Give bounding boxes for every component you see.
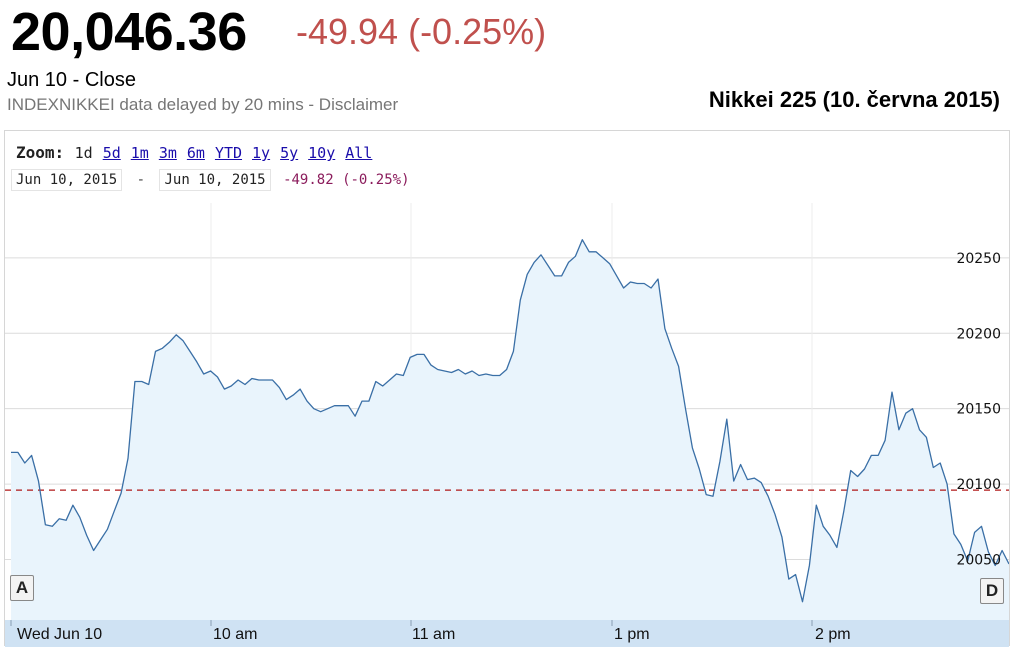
x-tick-label: 11 am	[412, 626, 455, 643]
x-tick-label: 2 pm	[815, 626, 851, 643]
close-label: Jun 10 - Close	[7, 69, 136, 91]
zoom-option-6m[interactable]: 6m	[186, 144, 205, 162]
y-tick-label: 20050	[956, 553, 1001, 569]
price-change: -49.94 (-0.25%)	[296, 11, 547, 52]
range-change: -49.82 (-0.25%)	[283, 172, 410, 188]
zoom-option-1d[interactable]: 1d	[74, 144, 93, 162]
scroll-right-button[interactable]: D	[980, 578, 1004, 604]
zoom-option-all[interactable]: All	[345, 144, 373, 162]
index-price: 20,046.36	[11, 2, 247, 62]
y-tick-label: 20200	[956, 326, 1001, 342]
price-line	[11, 239, 1009, 603]
zoom-label: Zoom:	[16, 143, 65, 162]
x-tick-label: 10 am	[213, 626, 257, 643]
delay-disclaimer[interactable]: INDEXNIKKEI data delayed by 20 mins - Di…	[7, 95, 399, 114]
y-tick-label: 20150	[956, 402, 1001, 418]
price-chart[interactable]: 20050 20100 20150 20200 20250	[5, 131, 1009, 620]
x-axis: Wed Jun 10 10 am 11 am 1 pm 2 pm	[10, 620, 851, 643]
zoom-option-5d[interactable]: 5d	[102, 144, 121, 162]
chart-panel: 20050 20100 20150 20200 20250 Zoom: 1d 5d 1m 3m…	[4, 130, 1010, 647]
zoom-option-5y[interactable]: 5y	[280, 144, 299, 162]
scroll-left-button[interactable]: A	[10, 575, 34, 601]
zoom-bar: Zoom: 1d 5d 1m 3m 6m YTD 1y 5y 10y All	[16, 143, 382, 165]
zoom-option-1m[interactable]: 1m	[130, 144, 149, 162]
zoom-option-1y[interactable]: 1y	[252, 144, 271, 162]
y-tick-label: 20100	[956, 477, 1001, 493]
x-tick-label: 1 pm	[614, 626, 650, 643]
range-separator: -	[136, 172, 146, 188]
zoom-option-ytd[interactable]: YTD	[214, 144, 243, 162]
x-axis-strip: Wed Jun 10 10 am 11 am 1 pm 2 pm	[5, 620, 1009, 647]
y-tick-label: 20250	[956, 251, 1001, 267]
date-range: Jun 10, 2015 - Jun 10, 2015 -49.82 (-0.2…	[11, 169, 410, 193]
quote-header: 20,046.36 -49.94 (-0.25%) Jun 10 - Close…	[0, 0, 1014, 128]
range-end-date[interactable]: Jun 10, 2015	[159, 169, 271, 191]
range-start-date[interactable]: Jun 10, 2015	[11, 169, 123, 191]
price-area	[11, 239, 1009, 620]
zoom-option-10y[interactable]: 10y	[308, 144, 336, 162]
x-tick-label: Wed Jun 10	[17, 626, 102, 643]
figure-title: Nikkei 225 (10. června 2015)	[708, 87, 1000, 112]
zoom-option-3m[interactable]: 3m	[158, 144, 177, 162]
